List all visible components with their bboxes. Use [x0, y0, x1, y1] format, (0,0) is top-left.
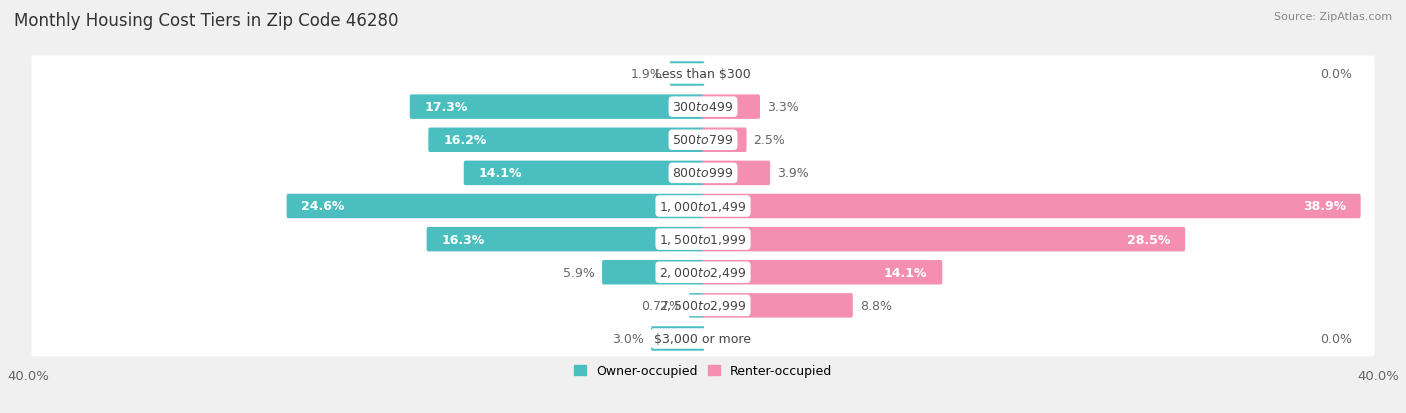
- Text: 3.3%: 3.3%: [768, 101, 799, 114]
- Text: 38.9%: 38.9%: [1303, 200, 1346, 213]
- Text: $300 to $499: $300 to $499: [672, 101, 734, 114]
- FancyBboxPatch shape: [702, 128, 747, 153]
- Text: 24.6%: 24.6%: [301, 200, 344, 213]
- Text: 16.2%: 16.2%: [443, 134, 486, 147]
- Text: 14.1%: 14.1%: [884, 266, 928, 279]
- FancyBboxPatch shape: [429, 128, 704, 153]
- FancyBboxPatch shape: [31, 288, 1375, 323]
- FancyBboxPatch shape: [31, 57, 1375, 92]
- Text: 8.8%: 8.8%: [860, 299, 891, 312]
- FancyBboxPatch shape: [702, 95, 761, 120]
- FancyBboxPatch shape: [702, 194, 1361, 219]
- FancyBboxPatch shape: [689, 293, 704, 318]
- Text: 0.0%: 0.0%: [1320, 68, 1353, 81]
- FancyBboxPatch shape: [287, 194, 704, 219]
- FancyBboxPatch shape: [31, 90, 1375, 125]
- Text: $500 to $799: $500 to $799: [672, 134, 734, 147]
- Text: $2,000 to $2,499: $2,000 to $2,499: [659, 266, 747, 280]
- FancyBboxPatch shape: [702, 227, 1185, 252]
- FancyBboxPatch shape: [31, 255, 1375, 290]
- FancyBboxPatch shape: [702, 260, 942, 285]
- Text: Less than $300: Less than $300: [655, 68, 751, 81]
- FancyBboxPatch shape: [409, 95, 704, 120]
- FancyBboxPatch shape: [702, 293, 853, 318]
- Text: $1,000 to $1,499: $1,000 to $1,499: [659, 199, 747, 214]
- FancyBboxPatch shape: [669, 62, 704, 87]
- Text: $800 to $999: $800 to $999: [672, 167, 734, 180]
- FancyBboxPatch shape: [31, 123, 1375, 158]
- Text: 2.5%: 2.5%: [754, 134, 786, 147]
- FancyBboxPatch shape: [31, 321, 1375, 356]
- FancyBboxPatch shape: [31, 189, 1375, 224]
- Text: 14.1%: 14.1%: [478, 167, 522, 180]
- Text: 1.9%: 1.9%: [631, 68, 662, 81]
- FancyBboxPatch shape: [426, 227, 704, 252]
- FancyBboxPatch shape: [31, 222, 1375, 257]
- Text: 3.9%: 3.9%: [778, 167, 808, 180]
- Legend: Owner-occupied, Renter-occupied: Owner-occupied, Renter-occupied: [568, 359, 838, 382]
- Text: Source: ZipAtlas.com: Source: ZipAtlas.com: [1274, 12, 1392, 22]
- Text: 0.77%: 0.77%: [641, 299, 682, 312]
- FancyBboxPatch shape: [702, 161, 770, 186]
- Text: 16.3%: 16.3%: [441, 233, 485, 246]
- Text: $3,000 or more: $3,000 or more: [655, 332, 751, 345]
- FancyBboxPatch shape: [651, 326, 704, 351]
- Text: Monthly Housing Cost Tiers in Zip Code 46280: Monthly Housing Cost Tiers in Zip Code 4…: [14, 12, 398, 30]
- Text: 3.0%: 3.0%: [612, 332, 644, 345]
- FancyBboxPatch shape: [464, 161, 704, 186]
- Text: 17.3%: 17.3%: [425, 101, 468, 114]
- Text: 5.9%: 5.9%: [564, 266, 595, 279]
- Text: $1,500 to $1,999: $1,500 to $1,999: [659, 233, 747, 247]
- Text: $2,500 to $2,999: $2,500 to $2,999: [659, 299, 747, 313]
- Text: 28.5%: 28.5%: [1128, 233, 1170, 246]
- FancyBboxPatch shape: [602, 260, 704, 285]
- FancyBboxPatch shape: [31, 156, 1375, 191]
- Text: 0.0%: 0.0%: [1320, 332, 1353, 345]
